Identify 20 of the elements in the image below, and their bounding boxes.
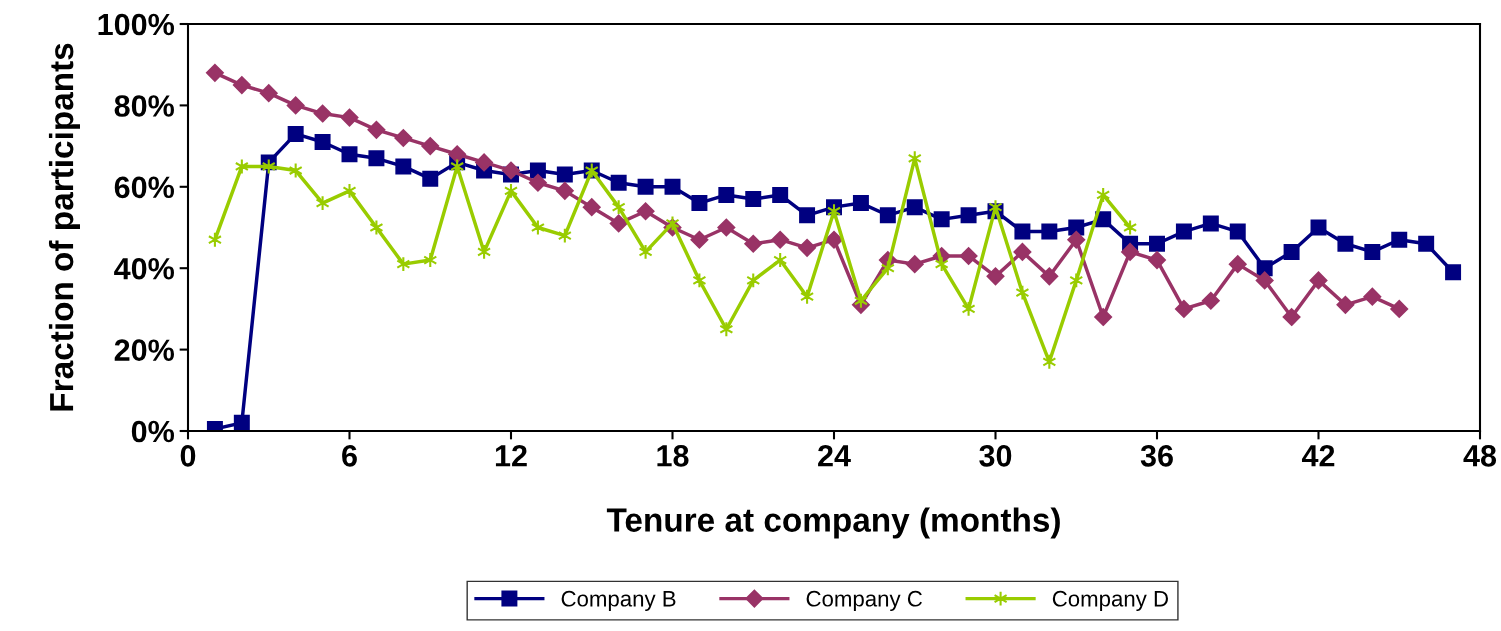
x-axis-title: Tenure at company (months) bbox=[606, 507, 1060, 539]
y-tick-label: 80% bbox=[114, 95, 174, 117]
x-tick-label: 30 bbox=[979, 445, 1012, 467]
x-tick-label: 36 bbox=[1140, 445, 1173, 467]
y-tick-label: 0% bbox=[131, 420, 174, 443]
x-tick-label: 12 bbox=[495, 445, 527, 467]
x-tick-label: 18 bbox=[657, 445, 689, 467]
y-tick-label: 40% bbox=[114, 257, 174, 280]
x-tick-label: 48 bbox=[1463, 445, 1497, 467]
legend-label: Company C bbox=[806, 590, 922, 611]
y-tick-label: 20% bbox=[114, 339, 174, 361]
y-tick-label: 60% bbox=[114, 176, 174, 199]
x-tick-label: 24 bbox=[818, 445, 851, 467]
x-tick-label: 0 bbox=[180, 445, 196, 467]
x-tick-label: 42 bbox=[1301, 445, 1335, 467]
y-tick-label: 100% bbox=[98, 13, 174, 36]
x-tick-label: 6 bbox=[342, 445, 357, 467]
legend-label: Company D bbox=[1052, 590, 1168, 611]
legend-label: Company B bbox=[561, 590, 676, 611]
y-axis-title: Fraction of participants bbox=[48, 43, 80, 411]
